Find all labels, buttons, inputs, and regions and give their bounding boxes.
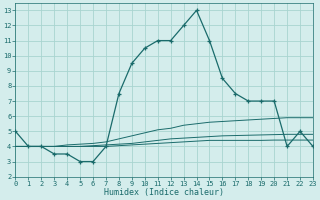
- X-axis label: Humidex (Indice chaleur): Humidex (Indice chaleur): [104, 188, 224, 197]
